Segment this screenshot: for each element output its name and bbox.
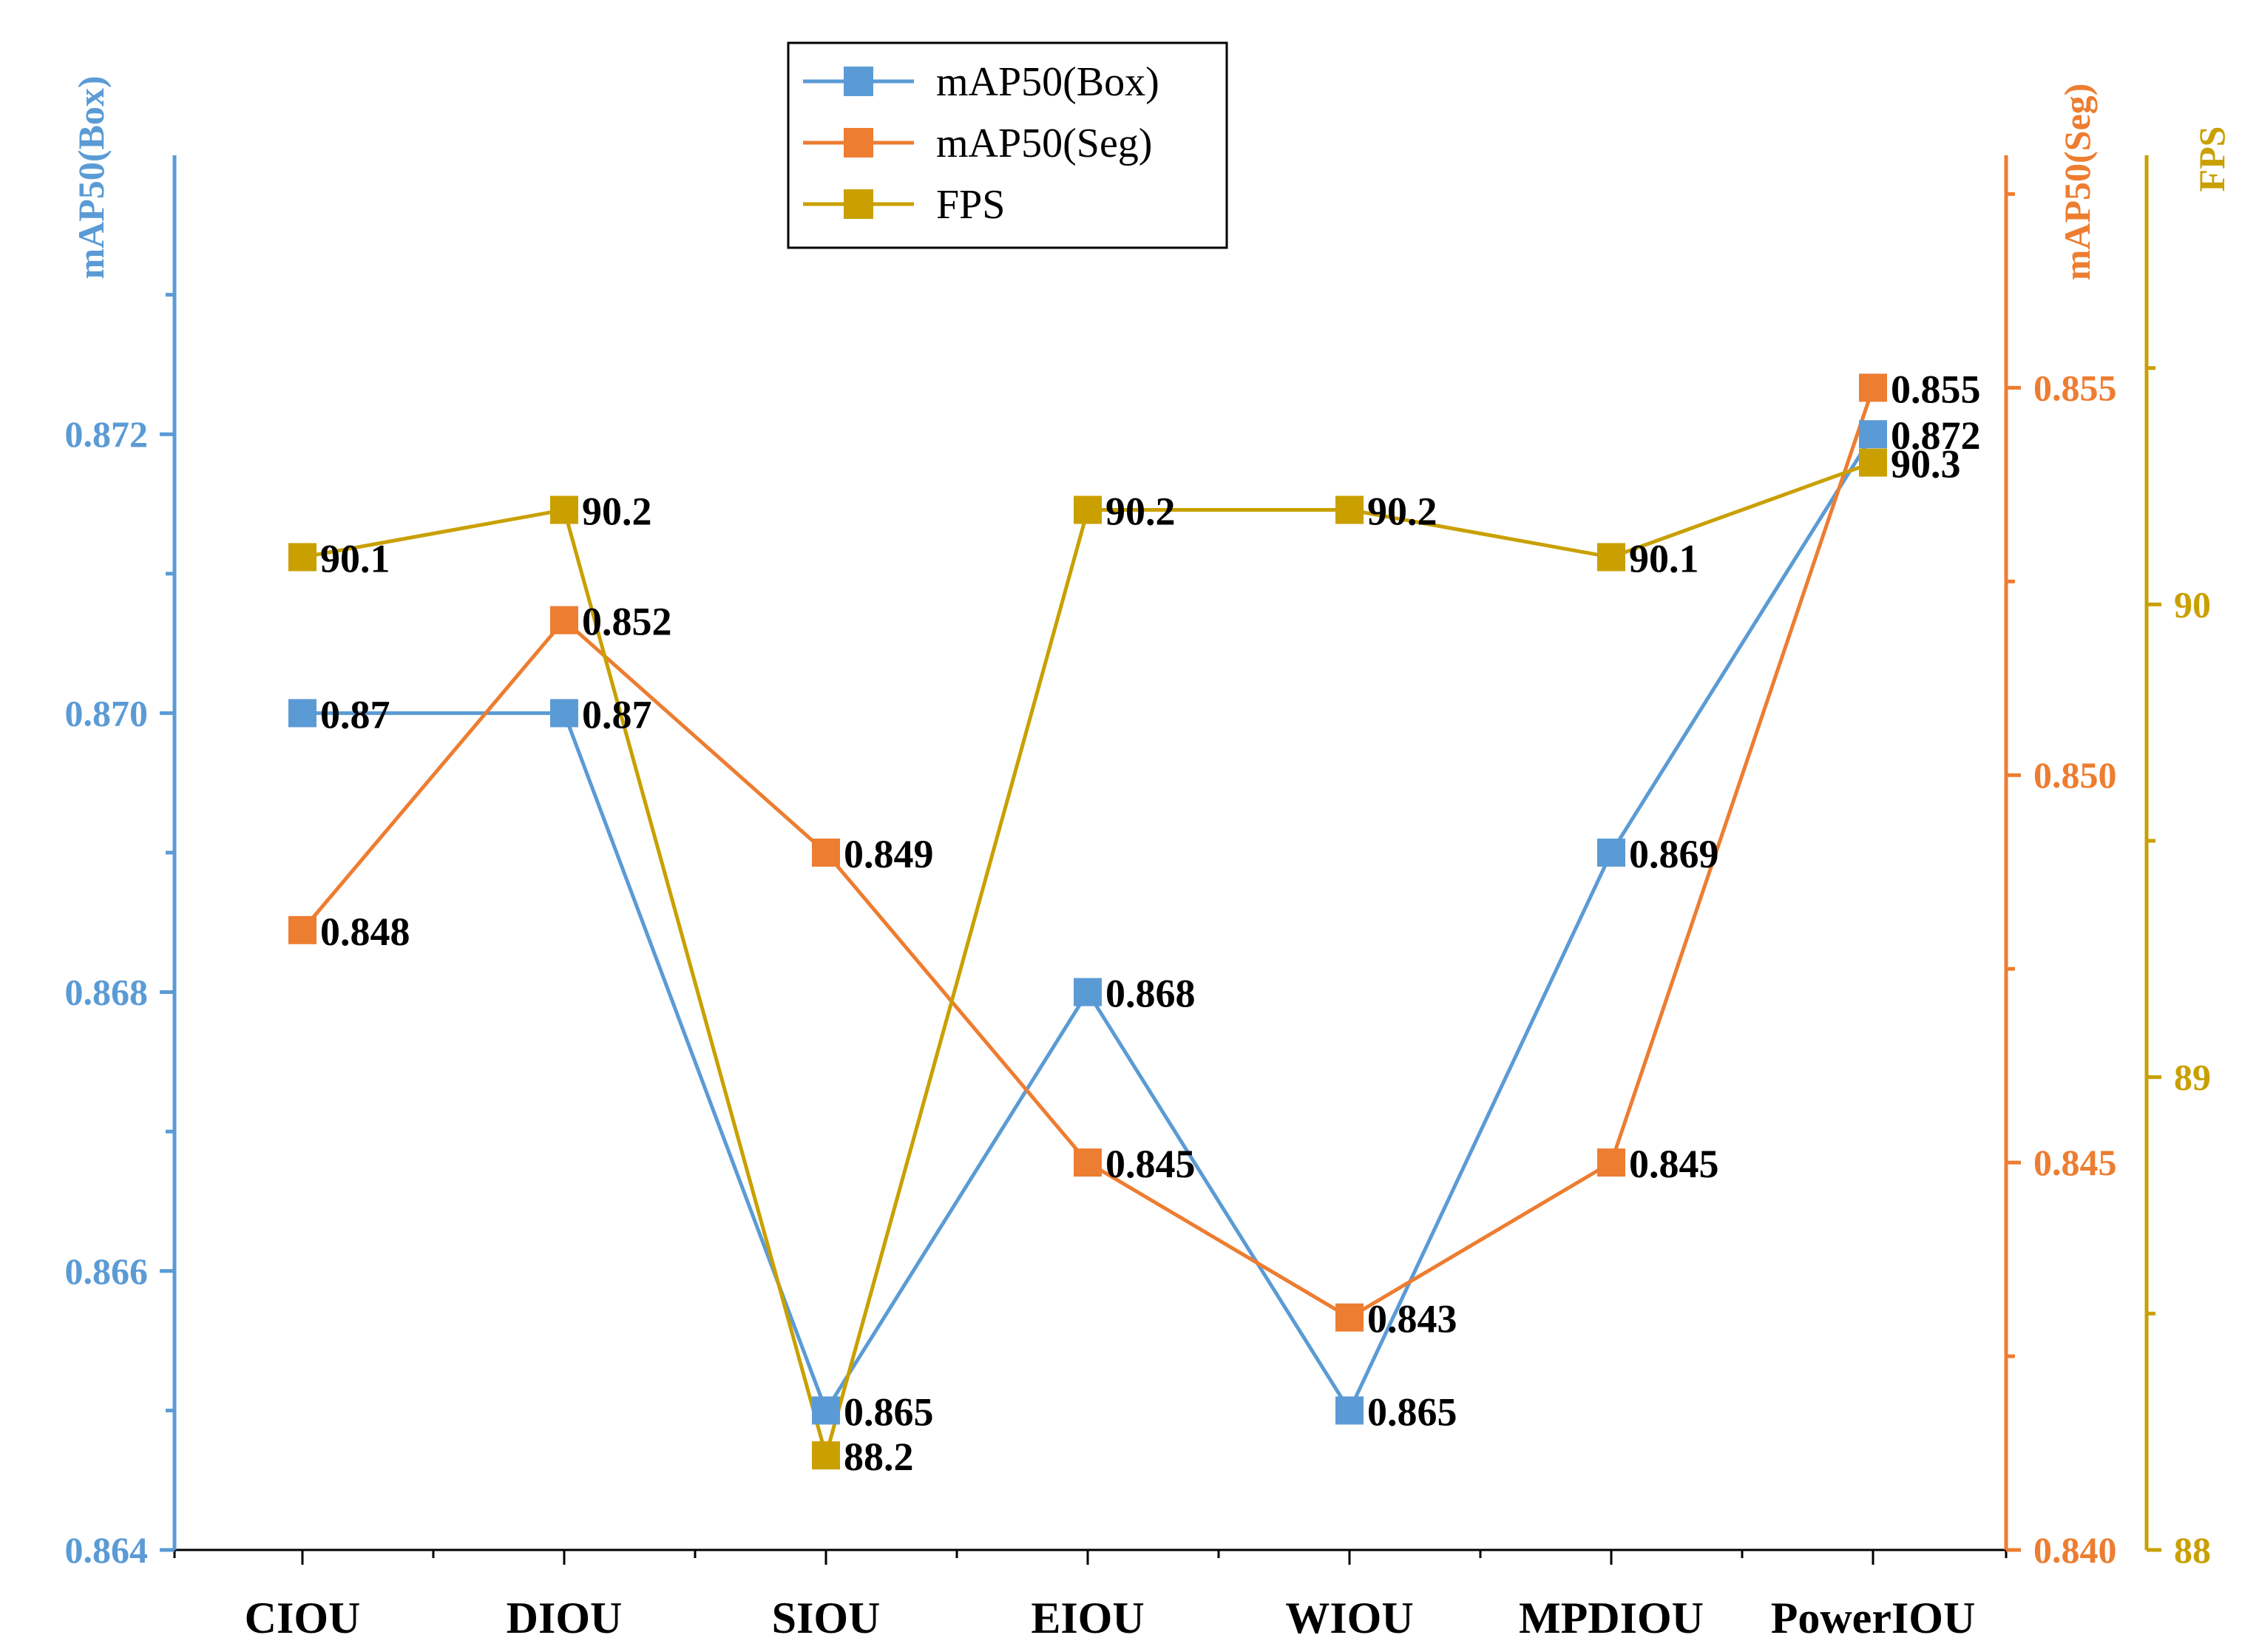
data-point <box>288 915 316 944</box>
data-label: 88.2 <box>844 1435 914 1479</box>
data-label: 90.2 <box>582 489 652 533</box>
right1-tick-label: 0.840 <box>2033 1529 2117 1571</box>
data-label: 0.855 <box>1891 367 1981 411</box>
data-point <box>1859 373 1887 402</box>
data-point <box>1597 839 1625 867</box>
data-point <box>1074 495 1102 524</box>
left-tick-label: 0.870 <box>65 692 149 734</box>
right2-axis-title: FPS <box>2191 126 2232 192</box>
data-label: 0.865 <box>844 1389 934 1434</box>
data-label: 0.87 <box>320 692 390 737</box>
right1-tick-label: 0.850 <box>2033 754 2117 796</box>
data-point <box>1335 1303 1364 1332</box>
data-label: 0.849 <box>844 832 934 876</box>
left-tick-label: 0.864 <box>65 1529 149 1571</box>
data-point <box>1859 420 1887 449</box>
legend: mAP50(Box) mAP50(Seg) FPS <box>787 41 1228 249</box>
x-tick-label: WIOU <box>1285 1594 1413 1642</box>
data-point <box>550 699 578 728</box>
legend-swatch-marker <box>844 128 873 158</box>
data-label: 0.848 <box>320 910 410 954</box>
x-tick-label: MPDIOU <box>1519 1594 1704 1642</box>
x-tick-label: CIOU <box>245 1594 361 1642</box>
data-point <box>288 543 316 572</box>
x-tick-label: DIOU <box>507 1594 623 1642</box>
data-label: 90.3 <box>1891 442 1961 487</box>
data-label: 90.2 <box>1105 489 1176 533</box>
data-label: 0.868 <box>1105 972 1196 1016</box>
left-tick-label: 0.866 <box>65 1250 149 1292</box>
data-label: 0.87 <box>582 692 652 737</box>
data-label: 0.869 <box>1629 832 1719 876</box>
left-tick-label: 0.872 <box>65 413 149 455</box>
series-line-FPS <box>302 461 1874 1463</box>
data-label: 90.1 <box>1629 536 1699 580</box>
x-tick-label: EIOU <box>1031 1594 1144 1642</box>
x-tick-label: PowerIOU <box>1771 1594 1976 1642</box>
data-label: 0.843 <box>1367 1297 1457 1341</box>
data-point <box>1597 543 1625 572</box>
data-label: 90.2 <box>1367 489 1437 533</box>
data-labels-layer: 0.87 0.87 0.865 0.868 0.865 0.869 0.872 0.848 0.… <box>320 367 1981 1479</box>
right2-tick-label: 89 <box>2174 1057 2211 1098</box>
data-point <box>1335 495 1364 524</box>
x-tick-label: SIOU <box>772 1594 881 1642</box>
data-point <box>1074 978 1102 1006</box>
data-label: 0.865 <box>1367 1389 1457 1434</box>
data-point <box>1074 1148 1102 1177</box>
data-point <box>1859 448 1887 477</box>
data-point <box>812 1441 840 1470</box>
axes-layer: CIOU DIOU SIOU EIOU WIOU MPDIOU PowerIOU 0.864 0… <box>65 76 2233 1642</box>
right1-tick-label: 0.845 <box>2033 1142 2117 1183</box>
data-point <box>550 495 578 524</box>
series-markers-layer <box>288 373 1887 1470</box>
data-label: 0.852 <box>582 600 672 644</box>
legend-swatch-marker <box>844 189 873 219</box>
data-label: 0.872 <box>1891 413 1981 458</box>
right1-axis-title: mAP50(Seg) <box>2056 84 2098 281</box>
data-point <box>550 606 578 634</box>
right1-tick-label: 0.855 <box>2033 367 2117 408</box>
data-point <box>812 1396 840 1425</box>
legend-label: mAP50(Box) <box>936 59 1159 105</box>
left-axis-title: mAP50(Box) <box>70 76 112 280</box>
right2-tick-label: 88 <box>2174 1529 2211 1571</box>
data-point <box>288 699 316 728</box>
legend-swatch-marker <box>844 67 873 96</box>
data-label: 0.845 <box>1105 1142 1196 1186</box>
data-label: 90.1 <box>320 536 390 580</box>
data-point <box>1335 1396 1364 1425</box>
left-tick-label: 0.868 <box>65 972 149 1013</box>
data-label: 0.845 <box>1629 1142 1719 1186</box>
legend-label: FPS <box>936 182 1005 228</box>
legend-label: mAP50(Seg) <box>936 121 1152 166</box>
right2-tick-label: 90 <box>2174 583 2211 625</box>
data-point <box>812 839 840 867</box>
data-point <box>1597 1148 1625 1177</box>
